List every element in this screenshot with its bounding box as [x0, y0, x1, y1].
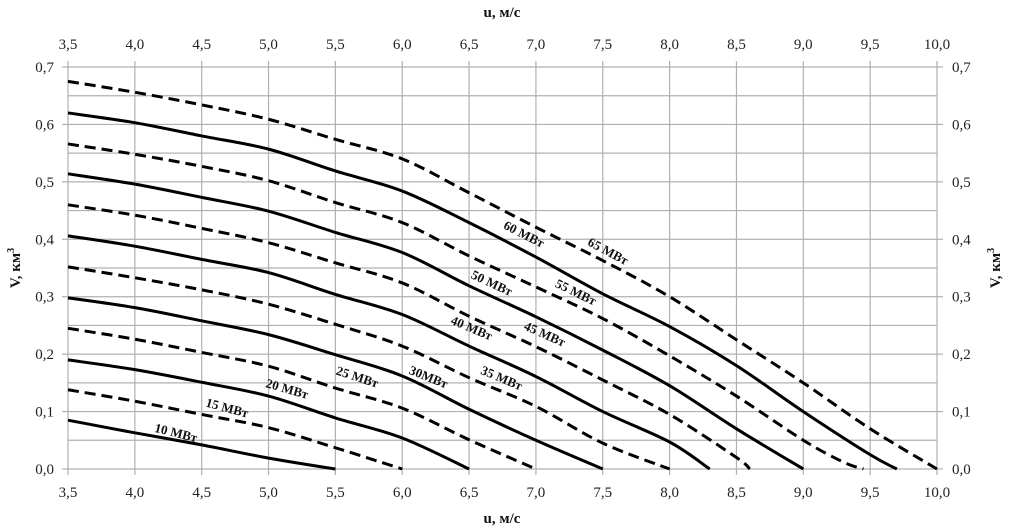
- x-tick-label-top: 7,5: [593, 37, 612, 53]
- series-line-60мвт: [67, 111, 898, 471]
- x-tick-label-top: 10,0: [924, 37, 950, 53]
- y-axis-title-left-sup: 3: [6, 248, 17, 253]
- series-line-15мвт: [67, 388, 403, 471]
- x-tick-label-bottom: 5,5: [326, 485, 345, 501]
- x-tick-label-bottom: 7,0: [527, 485, 546, 501]
- y-tick-label-left: 0,7: [35, 60, 54, 76]
- x-tick-label-bottom: 6,5: [460, 485, 479, 501]
- series-line-25мвт: [67, 326, 537, 471]
- y-axis-title-right-text: V, км: [988, 253, 1004, 288]
- x-tick-label-bottom: 3,5: [59, 485, 78, 501]
- x-tick-label-bottom: 4,0: [125, 485, 144, 501]
- y-tick-label-right: 0,6: [952, 117, 971, 133]
- y-tick-label-right: 0,5: [952, 175, 971, 191]
- y-tick-label-left: 0,3: [35, 290, 54, 306]
- x-tick-label-bottom: 7,5: [593, 485, 612, 501]
- x-tick-label-top: 9,0: [794, 37, 813, 53]
- y-tick-label-right: 0,4: [952, 232, 971, 248]
- x-tick-label-top: 6,0: [393, 37, 412, 53]
- series-line-35мвт: [67, 265, 671, 471]
- y-axis-title-left-text: V, км: [8, 253, 24, 288]
- y-tick-label-right: 0,0: [952, 462, 971, 478]
- y-tick-label-left: 0,4: [35, 232, 54, 248]
- series-line-65мвт: [67, 79, 938, 471]
- y-tick-label-right: 0,2: [952, 347, 971, 363]
- series-line-45мвт: [67, 203, 751, 471]
- x-tick-label-bottom: 10,0: [924, 485, 950, 501]
- y-axis-title-left: V, км3: [6, 248, 24, 288]
- x-tick-label-bottom: 9,0: [794, 485, 813, 501]
- y-tick-label-left: 0,2: [35, 347, 54, 363]
- series-label: 50 МВт: [469, 267, 515, 299]
- x-tick-label-bottom: 8,0: [660, 485, 679, 501]
- y-axis-title-right: V, км3: [986, 248, 1004, 288]
- x-tick-label-bottom: 8,5: [727, 485, 746, 501]
- x-tick-label-top: 4,5: [192, 37, 211, 53]
- x-tick-label-top: 8,5: [727, 37, 746, 53]
- series-label: 45 МВт: [522, 318, 568, 350]
- series-line-10мвт: [67, 418, 336, 471]
- series-line-20мвт: [67, 358, 470, 471]
- y-tick-label-left: 0,0: [35, 462, 54, 478]
- x-tick-label-top: 4,0: [125, 37, 144, 53]
- series-lines: [67, 79, 938, 471]
- series-line-30мвт: [67, 296, 604, 471]
- x-tick-label-bottom: 6,0: [393, 485, 412, 501]
- y-tick-label-left: 0,5: [35, 175, 54, 191]
- x-tick-label-top: 8,0: [660, 37, 679, 53]
- x-tick-label-top: 9,5: [861, 37, 880, 53]
- series-line-50мвт: [67, 172, 805, 471]
- y-tick-label-right: 0,3: [952, 290, 971, 306]
- y-tick-label-left: 0,1: [35, 405, 54, 421]
- x-tick-label-top: 6,5: [460, 37, 479, 53]
- x-tick-label-top: 5,5: [326, 37, 345, 53]
- series-line-40мвт: [67, 234, 711, 471]
- y-axis-title-right-sup: 3: [986, 248, 997, 253]
- x-tick-label-top: 5,0: [259, 37, 278, 53]
- y-tick-label-right: 0,7: [952, 60, 971, 76]
- x-tick-label-bottom: 9,5: [861, 485, 880, 501]
- tick-labels: 3,5 3,5 4,0 4,0 4,5 4,5 5,0 5,0 5,5 5,5 6,0 6,0 6,5 6…: [35, 37, 971, 501]
- y-tick-label-left: 0,6: [35, 117, 54, 133]
- y-tick-label-right: 0,1: [952, 405, 971, 421]
- x-tick-label-bottom: 4,5: [192, 485, 211, 501]
- x-tick-label-bottom: 5,0: [259, 485, 278, 501]
- x-tick-label-top: 3,5: [59, 37, 78, 53]
- grid: [62, 61, 943, 475]
- x-axis-title-top: u, м/с: [484, 5, 521, 21]
- x-axis-title-bottom: u, м/с: [484, 511, 521, 527]
- series-line-55мвт: [67, 142, 864, 471]
- x-tick-label-top: 7,0: [527, 37, 546, 53]
